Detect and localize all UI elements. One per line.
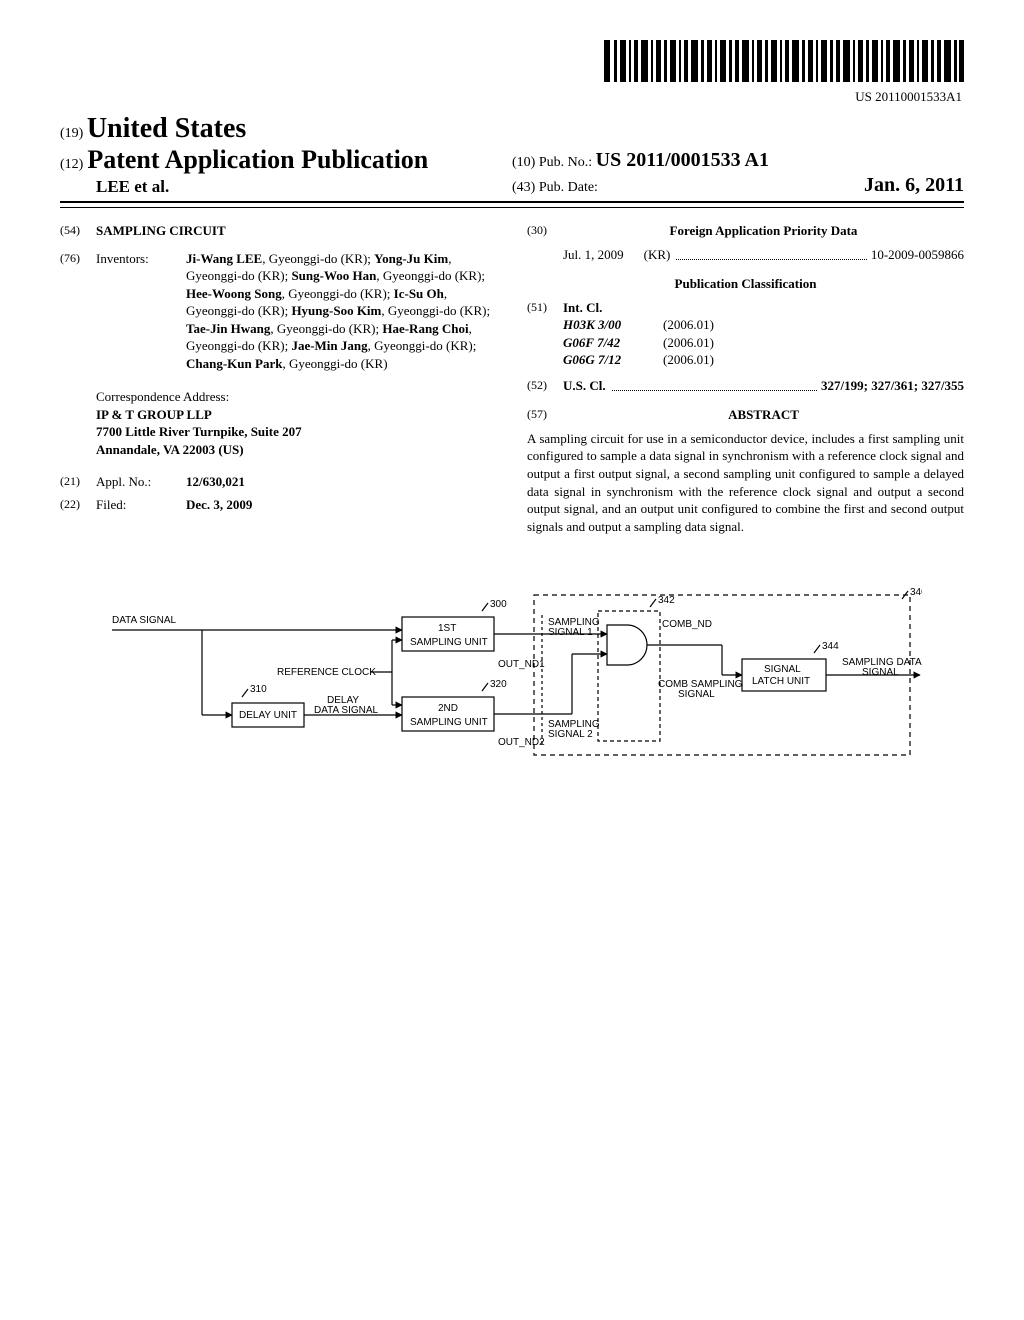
foreign-country: (KR) xyxy=(644,246,671,264)
country-name: United States xyxy=(87,113,246,144)
corr-label: Correspondence Address: xyxy=(96,388,497,406)
barcode-subtext: US 20110001533A1 xyxy=(60,89,962,105)
pubno-label: Pub. No.: xyxy=(539,155,592,170)
filed-label: Filed: xyxy=(96,496,186,514)
pubdate-code: (43) xyxy=(512,180,535,196)
header-rule xyxy=(60,207,964,208)
header: (19) United States (12) Patent Applicati… xyxy=(60,113,964,203)
lbl-combsampb: SIGNAL xyxy=(678,689,715,700)
country-code: (19) xyxy=(60,126,83,141)
block-diagram: DATA SIGNAL DELAY UNIT 310 DELAY DATA SI… xyxy=(102,575,922,775)
abstract-text: A sampling circuit for use in a semicond… xyxy=(527,430,964,535)
inventors-code: (76) xyxy=(60,250,96,373)
intcl-code-val: G06F 7/42 xyxy=(563,334,663,352)
ref-340: 340 xyxy=(910,587,922,598)
foreign-code: (30) xyxy=(527,222,563,240)
ref-320: 320 xyxy=(490,679,507,690)
intcl-row: H03K 3/00(2006.01) xyxy=(563,316,714,334)
ref-310: 310 xyxy=(250,684,267,695)
intcl-ver: (2006.01) xyxy=(663,334,714,352)
lbl-latchb: LATCH UNIT xyxy=(752,676,810,687)
lbl-delay-unit: DELAY UNIT xyxy=(239,710,297,721)
pub-type-code: (12) xyxy=(60,157,83,172)
lbl-outnd1: OUT_ND1 xyxy=(498,659,545,670)
intcl-row: G06G 7/12(2006.01) xyxy=(563,351,714,369)
pub-type: Patent Application Publication xyxy=(87,145,428,174)
lbl-su2b: SAMPLING UNIT xyxy=(410,717,488,728)
title: SAMPLING CIRCUIT xyxy=(96,222,226,240)
applno: 12/630,021 xyxy=(186,473,497,491)
lbl-su2: 2ND xyxy=(438,703,458,714)
inventors-list: Ji-Wang LEE, Gyeonggi-do (KR); Yong-Ju K… xyxy=(186,250,497,373)
ref-344: 344 xyxy=(822,641,839,652)
right-column: (30) Foreign Application Priority Data J… xyxy=(527,222,964,535)
intcl-row: G06F 7/42(2006.01) xyxy=(563,334,714,352)
lbl-latch: SIGNAL xyxy=(764,664,801,675)
uscl-value: 327/199; 327/361; 327/355 xyxy=(821,378,964,393)
lbl-delay-data: DATA SIGNAL xyxy=(314,705,379,716)
dotted-leader xyxy=(676,246,866,261)
lbl-outsigb: SIGNAL xyxy=(862,667,899,678)
pubclass-head: Publication Classification xyxy=(527,275,964,293)
corr-addr2: Annandale, VA 22003 (US) xyxy=(96,441,497,459)
lbl-outnd2: OUT_ND2 xyxy=(498,737,545,748)
lbl-combnd: COMB_ND xyxy=(662,619,712,630)
uscl: 327/199; 327/361; 327/355 xyxy=(821,377,964,395)
filed-code: (22) xyxy=(60,496,96,514)
intcl-code-val: H03K 3/00 xyxy=(563,316,663,334)
uscl-label: U.S. Cl. xyxy=(563,377,606,395)
intcl-code-val: G06G 7/12 xyxy=(563,351,663,369)
applno-label: Appl. No.: xyxy=(96,473,186,491)
lbl-data-signal: DATA SIGNAL xyxy=(112,615,177,626)
lbl-su1: 1ST xyxy=(438,623,456,634)
uscl-code: (52) xyxy=(527,377,563,395)
intcl-code: (51) xyxy=(527,299,563,369)
ref-342: 342 xyxy=(658,595,675,606)
intcl-ver: (2006.01) xyxy=(663,351,714,369)
filed: Dec. 3, 2009 xyxy=(186,496,497,514)
foreign-date: Jul. 1, 2009 xyxy=(563,246,624,264)
authors: LEE et al. xyxy=(96,177,512,197)
abstract-code: (57) xyxy=(527,406,563,424)
pubdate: Jan. 6, 2011 xyxy=(864,174,964,197)
foreign-num: 10-2009-0059866 xyxy=(871,246,964,264)
pubno: US 2011/0001533 A1 xyxy=(596,149,769,171)
lbl-samp1b: SIGNAL 1 xyxy=(548,627,593,638)
pubdate-label: Pub. Date: xyxy=(539,180,598,196)
title-code: (54) xyxy=(60,222,96,240)
abstract-head: ABSTRACT xyxy=(563,406,964,424)
inventors-label: Inventors: xyxy=(96,250,186,373)
left-column: (54) SAMPLING CIRCUIT (76) Inventors: Ji… xyxy=(60,222,497,535)
barcode-icon xyxy=(604,40,964,82)
corr-addr1: 7700 Little River Turnpike, Suite 207 xyxy=(96,423,497,441)
lbl-samp2b: SIGNAL 2 xyxy=(548,729,593,740)
intcl-label: Int. Cl. xyxy=(563,299,714,317)
pubno-code: (10) xyxy=(512,155,535,170)
barcode-region xyxy=(60,40,964,87)
lbl-refclock: REFERENCE CLOCK xyxy=(277,667,376,678)
intcl-ver: (2006.01) xyxy=(663,316,714,334)
foreign-head: Foreign Application Priority Data xyxy=(563,222,964,240)
corr-name: IP & T GROUP LLP xyxy=(96,406,497,424)
lbl-su1b: SAMPLING UNIT xyxy=(410,637,488,648)
applno-code: (21) xyxy=(60,473,96,491)
dotted-leader xyxy=(612,377,817,392)
ref-300: 300 xyxy=(490,599,507,610)
